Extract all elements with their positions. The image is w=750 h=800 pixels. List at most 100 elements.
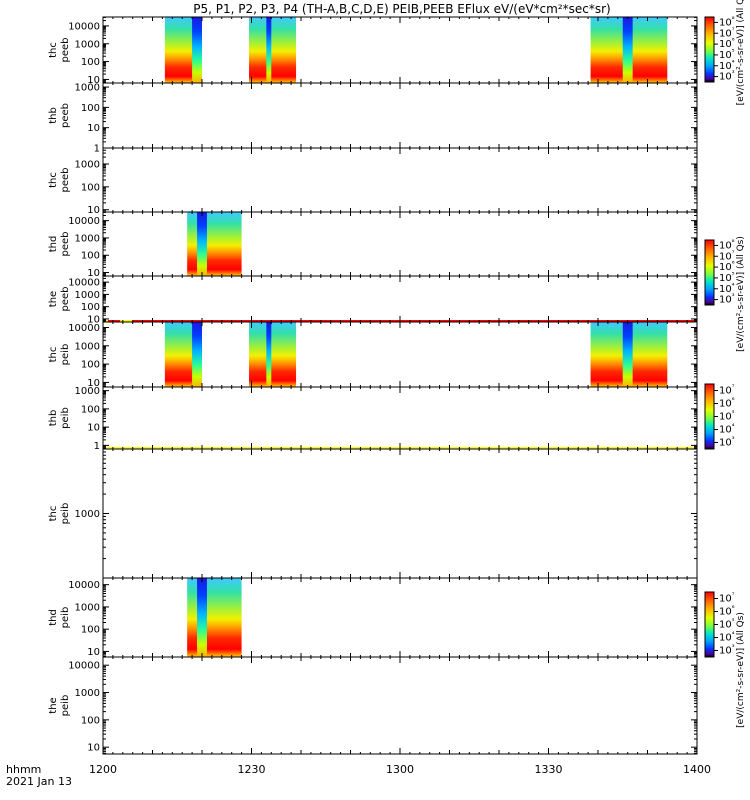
y-tick-label: 100 [81,57,100,68]
y-tick-label: 100 [81,404,100,415]
y-tick-label: 10 [87,205,100,216]
panel: 10 100 1000 10000 thc peib [48,321,698,389]
panel-background [103,449,697,578]
panel-label-product: peeb [60,168,71,193]
y-tick-label: 10000 [68,323,100,334]
spectrogram-dropout [197,212,207,276]
y-tick-label: 1 [94,441,100,452]
y-tick-label: 1000 [75,386,100,397]
spectrogram-block [187,212,242,276]
y-tick-label: 10000 [68,21,100,32]
panel-label-product: peeb [60,103,71,128]
colorbar-label: [eV/(cm²-s-sr-eV)] (All Qs) [736,0,746,105]
panel-label-spacecraft: thd [48,236,59,253]
colorbar-tick-label: 10⁴ [719,423,735,436]
panel-label-product: peib [60,607,71,629]
colorbar-scale [704,591,715,658]
y-tick-label: 10000 [68,216,100,227]
y-tick-label: 100 [81,302,100,313]
colorbar-tick-label: 10⁵ [719,48,735,61]
y-tick-label: 1000 [75,341,100,352]
spectrogram-dropout [622,17,633,83]
panel-label-spacecraft: thc [48,506,59,522]
y-tick-label: 10 [87,743,100,754]
colorbar-tick-label: 10⁸ [719,15,735,28]
colorbar-scale [704,383,715,450]
x-tick-label: 1300 [386,763,414,776]
panel: 10 100 1000 thc peeb [48,147,698,216]
panel-label-product: peib [60,503,71,525]
spectrogram-dropout [192,17,202,83]
spectrogram-gap [266,322,272,387]
panel-label: thc peeb [48,38,71,63]
spectrogram-dropout [197,578,207,657]
panel: 10 100 1000 10000 thc peeb [48,16,698,86]
y-tick-label: 10000 [68,661,100,672]
panel-label: thb peeb [48,103,71,128]
panel-background [103,387,697,449]
y-tick-label: 1000 [75,233,100,244]
y-tick-label: 10 [87,314,100,325]
panel-label: thc peib [48,344,71,366]
y-tick-label: 1000 [75,509,100,520]
spectrogram-block [249,17,297,83]
y-tick-label: 1000 [75,83,100,94]
y-tick-label: 1000 [75,290,100,301]
panel-label: thc peeb [48,168,71,193]
x-tick-label: 1230 [238,763,266,776]
colorbar-tick-label: 10⁵ [719,271,735,284]
panel-background [103,148,697,212]
x-axis-label-date: 2021 Jan 13 [6,775,72,788]
y-tick-label: 1000 [75,160,100,171]
colorbar-tick-label: 10³ [719,644,735,657]
colorbar-tick-label: 10⁷ [719,249,735,262]
y-tick-label: 10 [87,123,100,134]
y-tick-label: 100 [81,251,100,262]
y-tick-label: 100 [81,103,100,114]
colorbar-tick-label: 10³ [719,293,735,306]
panel-background [103,83,697,148]
y-tick-label: 100 [81,715,100,726]
panel-label: thb peib [48,407,71,429]
colorbar-tick-label: 10⁷ [719,384,735,397]
panel-label-spacecraft: thb [48,107,59,124]
panel-label-product: peib [60,407,71,429]
chart-title: P5, P1, P2, P3, P4 (TH-A,B,C,D,E) PEIB,P… [193,2,610,16]
colorbar-tick-label: 10⁵ [719,410,735,423]
y-tick-label: 1000 [75,39,100,50]
panel-label-spacecraft: thc [48,172,59,188]
y-tick-label: 1 [94,144,100,155]
colorbar-tick-label: 10³ [719,436,735,449]
y-tick-label: 10 [87,75,100,86]
colorbar-tick-label: 10⁶ [719,397,735,410]
y-tick-label: 10 [87,268,100,279]
y-tick-label: 100 [81,625,100,636]
y-tick-label: 10 [87,378,100,389]
panel-label: thc peib [48,503,71,525]
panel: 10 100 1000 10000 the peib [48,656,698,755]
x-axis-label-hhmm: hhmm [6,763,41,776]
panel-label-spacecraft: thc [48,42,59,58]
x-axis: 1200 1230 1300 1330 1400 [89,763,711,776]
panel-label: thd peeb [48,232,71,257]
panel-label-spacecraft: thb [48,410,59,427]
panel-label: the peib [48,695,71,717]
colorbar-tick-label: 10⁴ [719,59,735,72]
colorbar-tick-label: 10⁶ [719,605,735,618]
y-tick-label: 100 [81,182,100,193]
colorbar-scale [704,16,715,83]
spectrogram-block [187,578,242,657]
panel-label-product: peeb [60,38,71,63]
spectrogram-dropout [192,322,202,387]
y-tick-label: 10 [87,647,100,658]
colorbar-tick-label: 10⁸ [719,238,735,251]
colorbar-tick-label: 10⁵ [719,618,735,631]
spectrogram-gap [266,17,272,83]
x-tick-label: 1200 [89,763,117,776]
colorbar-tick-label: 10⁴ [719,631,735,644]
colorbar-tick-label: 10⁷ [719,26,735,39]
